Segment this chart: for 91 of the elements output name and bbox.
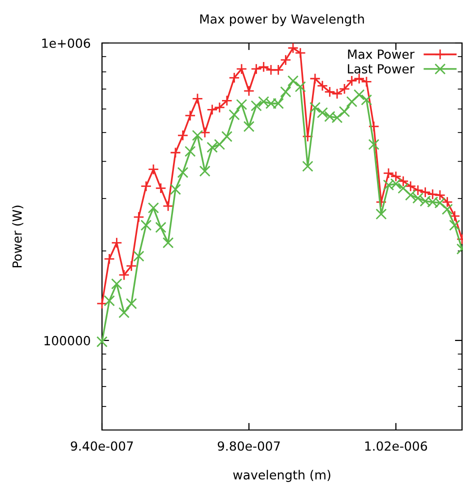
point bbox=[104, 295, 115, 306]
point bbox=[111, 278, 122, 290]
point bbox=[177, 130, 188, 141]
point bbox=[206, 104, 218, 116]
point bbox=[155, 222, 166, 233]
chart-title: Max power by Wavelength bbox=[200, 14, 364, 26]
point bbox=[177, 166, 188, 178]
point bbox=[111, 237, 122, 248]
point bbox=[360, 94, 372, 106]
point bbox=[199, 166, 210, 177]
point bbox=[118, 269, 130, 281]
point bbox=[310, 102, 321, 114]
point bbox=[360, 76, 372, 88]
point bbox=[346, 96, 358, 108]
point bbox=[420, 186, 431, 198]
x-tick-label: 1.02e-006 bbox=[365, 441, 428, 451]
point bbox=[221, 130, 232, 142]
point bbox=[140, 180, 152, 192]
point bbox=[184, 110, 196, 122]
point bbox=[346, 75, 358, 86]
point bbox=[294, 47, 306, 58]
point bbox=[376, 208, 387, 220]
point bbox=[126, 298, 137, 310]
point bbox=[228, 72, 240, 84]
point bbox=[316, 107, 328, 118]
point bbox=[405, 190, 416, 201]
point bbox=[412, 184, 424, 196]
y-tick-label: 1e+006 bbox=[42, 38, 90, 48]
point bbox=[449, 210, 460, 222]
point bbox=[382, 168, 394, 179]
point bbox=[236, 63, 248, 75]
point bbox=[368, 120, 380, 132]
point bbox=[162, 237, 174, 248]
x-tick-label: 9.40e-007 bbox=[70, 441, 133, 451]
point bbox=[272, 64, 284, 76]
point bbox=[148, 164, 159, 175]
legend-label: Last Power bbox=[348, 64, 414, 74]
point bbox=[228, 109, 240, 120]
point bbox=[280, 86, 292, 98]
y-tick-label: 100000 bbox=[44, 336, 90, 346]
point bbox=[243, 85, 254, 96]
point bbox=[236, 98, 248, 110]
point bbox=[214, 138, 226, 150]
point bbox=[434, 190, 446, 201]
point bbox=[133, 211, 144, 223]
point bbox=[368, 138, 380, 150]
point bbox=[133, 250, 144, 262]
point bbox=[405, 180, 416, 192]
point bbox=[398, 182, 409, 194]
point bbox=[354, 89, 365, 100]
point bbox=[192, 130, 204, 141]
point bbox=[184, 146, 196, 157]
point bbox=[316, 80, 328, 92]
point bbox=[104, 253, 115, 264]
point bbox=[162, 200, 174, 212]
point bbox=[126, 260, 137, 272]
point bbox=[294, 81, 306, 92]
point bbox=[96, 336, 108, 348]
point bbox=[140, 220, 152, 231]
point bbox=[243, 120, 254, 132]
point bbox=[96, 298, 108, 310]
point bbox=[258, 61, 270, 72]
point bbox=[155, 182, 166, 194]
point bbox=[250, 63, 262, 75]
legend-label: Max Power bbox=[348, 50, 414, 59]
x-axis-title: wavelength (m) bbox=[233, 470, 330, 482]
point bbox=[170, 147, 182, 158]
point bbox=[310, 73, 321, 84]
x-tick-label: 9.80e-007 bbox=[218, 441, 280, 451]
point bbox=[412, 192, 424, 204]
point bbox=[390, 170, 402, 182]
point bbox=[398, 176, 409, 187]
point bbox=[302, 160, 314, 172]
point bbox=[287, 75, 299, 86]
point bbox=[206, 142, 218, 153]
y-axis-title: Power (W) bbox=[12, 206, 24, 268]
point bbox=[280, 54, 292, 66]
point bbox=[442, 204, 453, 215]
point bbox=[250, 100, 262, 112]
point bbox=[170, 184, 182, 195]
point bbox=[449, 220, 460, 231]
point bbox=[324, 86, 336, 98]
point bbox=[148, 202, 159, 214]
point bbox=[427, 188, 438, 200]
point bbox=[354, 73, 365, 84]
point bbox=[192, 93, 204, 104]
point bbox=[287, 42, 299, 54]
point bbox=[199, 126, 210, 138]
point bbox=[338, 106, 350, 118]
point bbox=[442, 196, 453, 208]
point bbox=[118, 307, 130, 318]
